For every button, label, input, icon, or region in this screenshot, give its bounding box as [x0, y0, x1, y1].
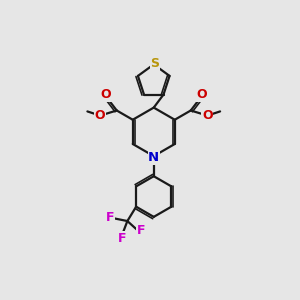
Text: F: F: [136, 224, 145, 237]
Text: O: O: [101, 88, 111, 101]
Text: O: O: [202, 109, 213, 122]
Text: F: F: [118, 232, 127, 244]
Text: O: O: [95, 109, 105, 122]
Text: S: S: [150, 58, 159, 70]
Text: F: F: [106, 211, 115, 224]
Text: O: O: [196, 88, 207, 101]
Text: N: N: [148, 152, 159, 164]
